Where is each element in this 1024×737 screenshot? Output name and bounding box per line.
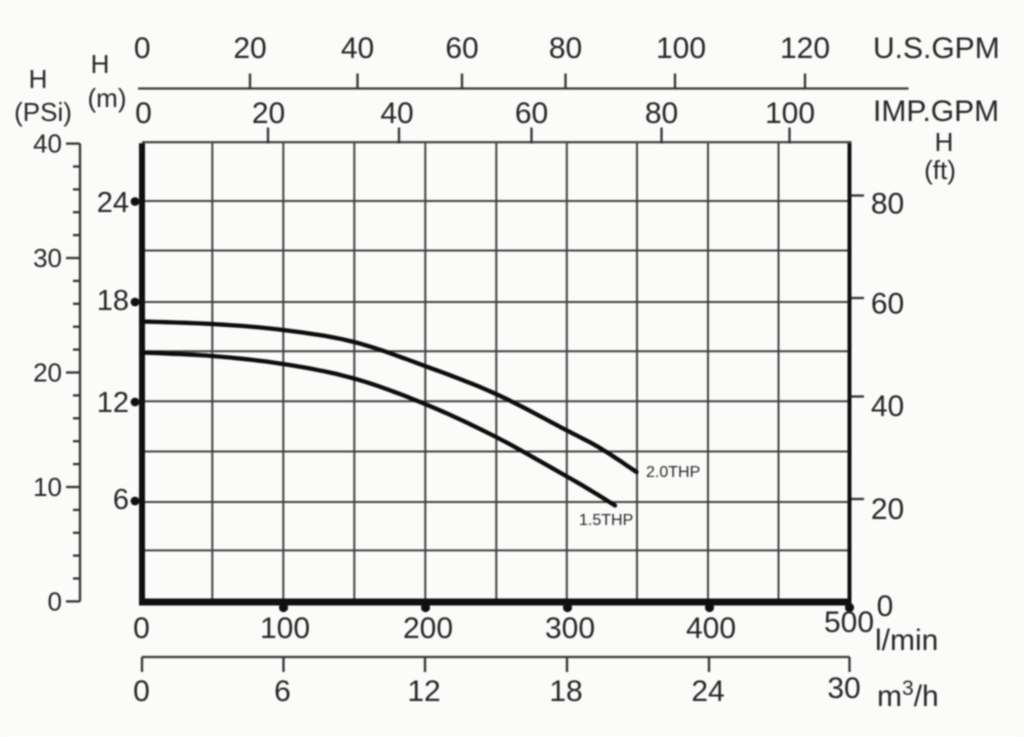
- svg-text:80: 80: [871, 188, 904, 221]
- svg-text:12: 12: [407, 675, 440, 708]
- svg-text:40: 40: [871, 390, 904, 423]
- svg-text:(ft): (ft): [924, 155, 956, 185]
- svg-text:20: 20: [233, 32, 266, 65]
- svg-text:500: 500: [824, 606, 874, 639]
- svg-text:20: 20: [871, 493, 904, 526]
- svg-text:0: 0: [133, 675, 150, 708]
- svg-text:18: 18: [549, 675, 582, 708]
- svg-text:20: 20: [33, 358, 62, 388]
- svg-text:24: 24: [691, 675, 724, 708]
- svg-text:100: 100: [656, 32, 706, 65]
- svg-text:80: 80: [549, 32, 582, 65]
- svg-text:40: 40: [380, 97, 413, 130]
- svg-text:l/min: l/min: [875, 624, 938, 657]
- svg-text:60: 60: [515, 97, 548, 130]
- svg-text:IMP.GPM: IMP.GPM: [873, 95, 999, 128]
- svg-text:(m): (m): [88, 83, 127, 113]
- svg-text:0: 0: [134, 32, 151, 65]
- svg-text:40: 40: [341, 32, 374, 65]
- svg-text:40: 40: [33, 129, 62, 159]
- svg-text:24: 24: [97, 187, 129, 219]
- svg-text:18: 18: [97, 285, 129, 317]
- svg-text:(PSi): (PSi): [14, 97, 72, 127]
- svg-text:60: 60: [871, 288, 904, 321]
- svg-text:U.S.GPM: U.S.GPM: [873, 32, 1000, 65]
- svg-text:80: 80: [645, 97, 678, 130]
- svg-text:300: 300: [545, 612, 595, 645]
- svg-text:0: 0: [135, 97, 152, 130]
- svg-text:H: H: [935, 127, 954, 157]
- svg-text:1.5THP: 1.5THP: [579, 512, 633, 529]
- svg-text:30: 30: [33, 243, 62, 273]
- svg-text:H: H: [29, 64, 48, 94]
- svg-text:200: 200: [403, 612, 453, 645]
- svg-text:30: 30: [827, 672, 860, 705]
- svg-text:12: 12: [97, 387, 129, 419]
- svg-text:H: H: [91, 49, 110, 79]
- svg-text:0: 0: [133, 612, 150, 645]
- svg-text:0: 0: [877, 590, 894, 623]
- svg-text:10: 10: [33, 472, 62, 502]
- svg-text:100: 100: [260, 612, 310, 645]
- svg-text:2.0THP: 2.0THP: [646, 464, 700, 481]
- svg-text:60: 60: [445, 32, 478, 65]
- svg-text:400: 400: [686, 612, 736, 645]
- svg-text:6: 6: [113, 484, 129, 516]
- svg-text:0: 0: [48, 586, 62, 616]
- svg-text:100: 100: [765, 97, 815, 130]
- svg-text:120: 120: [780, 32, 830, 65]
- svg-text:6: 6: [274, 675, 291, 708]
- svg-text:20: 20: [252, 97, 285, 130]
